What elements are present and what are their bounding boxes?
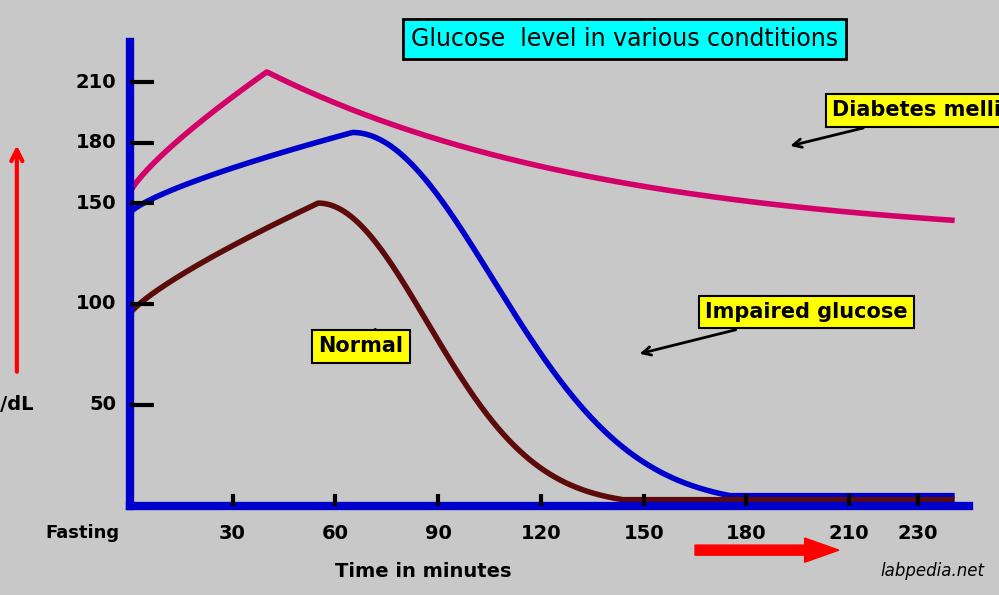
Text: 230: 230 (897, 524, 938, 543)
Text: 120: 120 (520, 524, 561, 543)
Text: 90: 90 (425, 524, 452, 543)
Text: 100: 100 (76, 295, 116, 314)
Text: 180: 180 (726, 524, 766, 543)
Text: Diabetes mellitus: Diabetes mellitus (793, 101, 999, 147)
FancyArrow shape (695, 538, 839, 562)
Text: Fasting: Fasting (46, 524, 120, 542)
Text: 210: 210 (76, 73, 116, 92)
Text: labpedia.net: labpedia.net (880, 562, 984, 580)
Text: 30: 30 (219, 524, 246, 543)
Text: 50: 50 (89, 395, 116, 414)
Text: 210: 210 (829, 524, 869, 543)
Text: Glucose  level in various condtitions: Glucose level in various condtitions (411, 27, 838, 51)
Text: Time in minutes: Time in minutes (336, 562, 511, 581)
Text: 60: 60 (322, 524, 349, 543)
Text: Normal: Normal (319, 329, 404, 356)
Text: 180: 180 (76, 133, 116, 152)
Text: 150: 150 (76, 193, 116, 212)
Text: Impaired glucose: Impaired glucose (642, 302, 908, 355)
Text: mg/dL: mg/dL (0, 395, 33, 414)
Text: 150: 150 (623, 524, 664, 543)
